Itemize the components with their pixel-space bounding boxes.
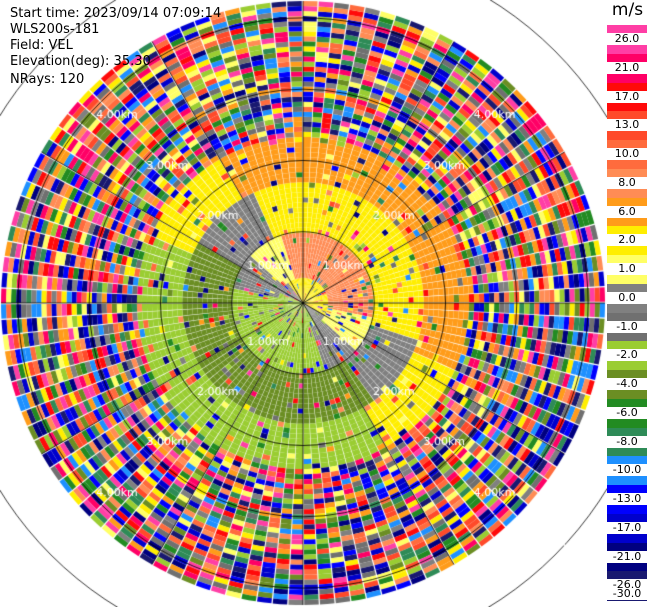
field-label: Field: VEL [10,38,73,53]
colorbar-tick-label: -21.0 [607,550,647,563]
colorbar-tick-label: 2.0 [607,234,647,247]
colorbar-tick-label: 10.0 [607,148,647,160]
nrays-label: NRays: 120 [10,72,85,87]
colorbar-tick-label: -2.0 [607,349,647,362]
colorbar-tick-label: 26.0 [607,33,647,45]
colorbar-tick-label: 0.0 [607,291,647,304]
colorbar-tick-label: 1.0 [607,263,647,275]
colorbar-tick-label: 13.0 [607,119,647,132]
colorbar-tick-label: 21.0 [607,61,647,74]
ppi-velocity-plot [0,0,607,607]
colorbar-tick-label: 17.0 [607,90,647,103]
start-time-label: Start time: 2023/09/14 07:09:14 [10,6,222,21]
colorbar-tick-label: 6.0 [607,205,647,218]
colorbar-tick-label: -13.0 [607,493,647,505]
colorbar-tick-label: -4.0 [607,378,647,390]
colorbar-tick-label: -30.0 [607,588,647,600]
colorbar-unit-label: m/s [611,0,644,20]
colorbar-tick-label: -8.0 [607,435,647,448]
instrument-label: WLS200s-181 [10,22,100,37]
colorbar-tick-label: -10.0 [607,464,647,477]
colorbar-tick-label: -1.0 [607,320,647,333]
colorbar-tick-label: -6.0 [607,406,647,419]
colorbar-tick-label: -17.0 [607,521,647,534]
elevation-label: Elevation(deg): 35.30 [10,54,151,69]
colorbar-tick-label: 8.0 [607,176,647,189]
